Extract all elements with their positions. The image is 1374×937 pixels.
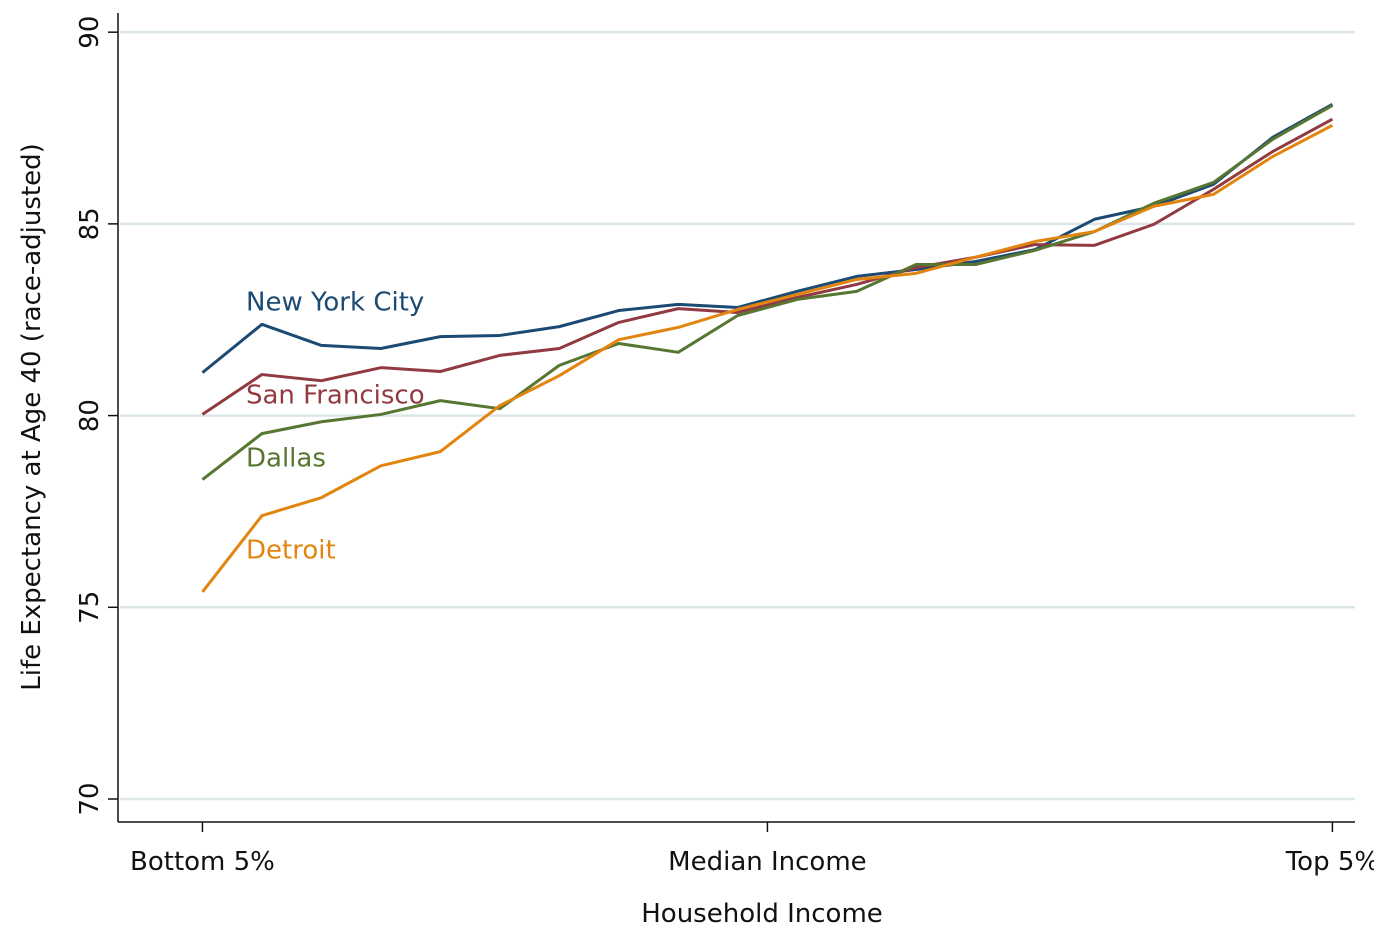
series-line bbox=[201, 117, 1334, 416]
y-tick-label: 90 bbox=[75, 16, 105, 49]
y-tick-label: 80 bbox=[75, 399, 105, 432]
y-tick-label: 70 bbox=[75, 782, 105, 815]
x-axis-label: Household Income bbox=[641, 899, 883, 929]
x-tick-label: Median Income bbox=[668, 847, 867, 877]
series-label: Detroit bbox=[246, 536, 336, 566]
x-tick-label: Top 5% bbox=[1285, 847, 1374, 877]
series-line bbox=[201, 124, 1334, 593]
series-line bbox=[201, 102, 1334, 374]
x-tick-label: Bottom 5% bbox=[130, 847, 275, 877]
series-label: San Francisco bbox=[246, 381, 425, 411]
y-axis-label: Life Expectancy at Age 40 (race-adjusted… bbox=[17, 143, 47, 691]
series-label: New York City bbox=[246, 288, 424, 318]
y-tick-label: 85 bbox=[75, 207, 105, 240]
series-label: Dallas bbox=[246, 444, 326, 474]
series-line bbox=[201, 104, 1334, 481]
y-tick-label: 75 bbox=[75, 591, 105, 624]
